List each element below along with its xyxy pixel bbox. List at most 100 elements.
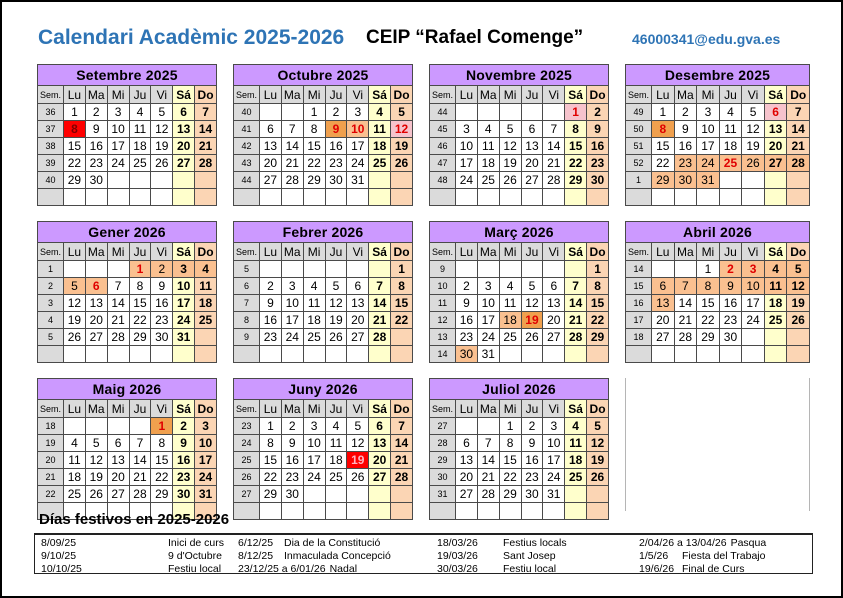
day-cell: 14 [280, 137, 304, 155]
day-cell: 30 [586, 171, 609, 189]
months-grid: Setembre 2025 Sem. Lu Ma Mi Ju Vi Sá Do 36 1 2 3 4 5 6 7… [37, 64, 810, 520]
day-cell: 20 [84, 311, 108, 329]
day-cell [586, 345, 609, 363]
day-cell: 23 [259, 328, 282, 346]
day-cell: 30 [172, 485, 196, 503]
day-of-week-header: Mi [498, 85, 522, 104]
day-cell: 30 [718, 328, 743, 346]
week-number: 36 [37, 103, 64, 121]
month-gener-2026: Gener 2026 Sem. Lu Ma Mi Ju Vi Sá Do 1 1 2 3 4 2 5 6 7 8 9 1… [37, 221, 217, 363]
day-cell [63, 502, 86, 520]
day-of-week-header: Mi [302, 85, 326, 104]
day-cell: 14 [390, 434, 413, 452]
day-cell [786, 171, 810, 189]
day-of-week-header: Ju [520, 242, 544, 261]
day-cell: 4 [498, 277, 522, 295]
day-cell [324, 502, 348, 520]
legend-column: 2/04/26 a 13/04/26 Pasqua 1/5/26 Fiesta del… [639, 537, 812, 576]
day-cell: 11 [368, 120, 392, 138]
day-cell [150, 345, 174, 363]
school-email-link[interactable]: 46000341@edu.gva.es [632, 31, 781, 47]
day-cell: 4 [302, 277, 326, 295]
day-cell [302, 345, 326, 363]
day-cell: 2 [586, 103, 609, 121]
day-cell: 10 [302, 434, 326, 452]
week-number: 21 [37, 468, 64, 486]
day-cell: 25 [194, 311, 217, 329]
day-cell [673, 345, 698, 363]
day-cell: 14 [786, 120, 810, 138]
day-cell: 18 [763, 294, 788, 312]
week-number: 29 [429, 451, 456, 469]
week-number: 27 [233, 485, 260, 503]
day-cell: 30 [84, 171, 108, 189]
day-cell: 24 [741, 311, 765, 329]
day-of-week-header: Sá [564, 242, 588, 261]
day-of-week-header: Ju [718, 242, 743, 261]
day-of-week-header: Do [586, 399, 609, 418]
day-cell: 23 [586, 154, 609, 172]
day-cell: 30 [673, 171, 698, 189]
day-cell: 11 [302, 294, 326, 312]
day-cell [498, 502, 522, 520]
day-cell: 7 [786, 103, 810, 121]
week-number: 44 [233, 171, 260, 189]
day-cell [498, 188, 522, 206]
week-number: 2 [37, 277, 64, 295]
day-cell [476, 417, 500, 435]
day-cell: 13 [84, 294, 108, 312]
day-of-week-header: Lu [259, 85, 282, 104]
day-cell: 28 [106, 328, 130, 346]
legend-date: 18/03/26 [437, 537, 478, 549]
day-cell [259, 188, 282, 206]
legend-label: Festius locals [503, 537, 567, 549]
page-title: Calendari Acadèmic 2025-2026 [38, 26, 345, 49]
day-cell [194, 328, 217, 346]
day-cell: 5 [741, 103, 765, 121]
day-cell [128, 345, 152, 363]
day-cell: 21 [106, 311, 130, 329]
day-of-week-header: Do [786, 85, 810, 104]
day-cell: 4 [476, 120, 500, 138]
week-number [233, 188, 260, 206]
legend-entry: 1/5/26 Fiesta del Trabajo [639, 550, 812, 563]
day-cell: 16 [324, 137, 348, 155]
day-cell [696, 345, 720, 363]
week-number: 37 [37, 120, 64, 138]
day-cell: 2 [150, 260, 174, 278]
day-cell [476, 188, 500, 206]
day-of-week-header: Ju [718, 85, 743, 104]
day-cell: 8 [128, 277, 152, 295]
month-octubre-2025: Octubre 2025 Sem. Lu Ma Mi Ju Vi Sá Do 40 1 2 3 4 5 41 6… [233, 64, 413, 206]
day-cell: 16 [84, 137, 108, 155]
week-number: 44 [429, 103, 456, 121]
day-cell [172, 188, 196, 206]
day-cell: 5 [390, 103, 413, 121]
day-cell: 18 [564, 451, 588, 469]
day-of-week-header: Vi [346, 242, 370, 261]
day-cell [520, 188, 544, 206]
week-number: 40 [37, 171, 64, 189]
day-cell: 23 [520, 468, 544, 486]
day-cell: 14 [673, 294, 698, 312]
week-number: 22 [37, 485, 64, 503]
day-cell: 25 [368, 154, 392, 172]
day-cell: 19 [520, 311, 544, 329]
day-cell [520, 103, 544, 121]
day-cell [542, 103, 566, 121]
day-cell: 20 [455, 468, 478, 486]
week-number: 9 [429, 260, 456, 278]
day-cell: 14 [542, 137, 566, 155]
day-cell: 11 [476, 137, 500, 155]
day-cell: 30 [520, 485, 544, 503]
day-cell: 24 [106, 154, 130, 172]
day-cell: 13 [172, 120, 196, 138]
day-cell: 6 [368, 417, 392, 435]
legend-entry: 30/03/26 Festiu local [437, 563, 639, 576]
day-cell: 9 [673, 120, 698, 138]
day-cell [520, 345, 544, 363]
day-cell [763, 171, 788, 189]
legend-date: 6/12/25 [238, 537, 274, 549]
day-cell: 19 [150, 137, 174, 155]
day-cell: 6 [455, 434, 478, 452]
